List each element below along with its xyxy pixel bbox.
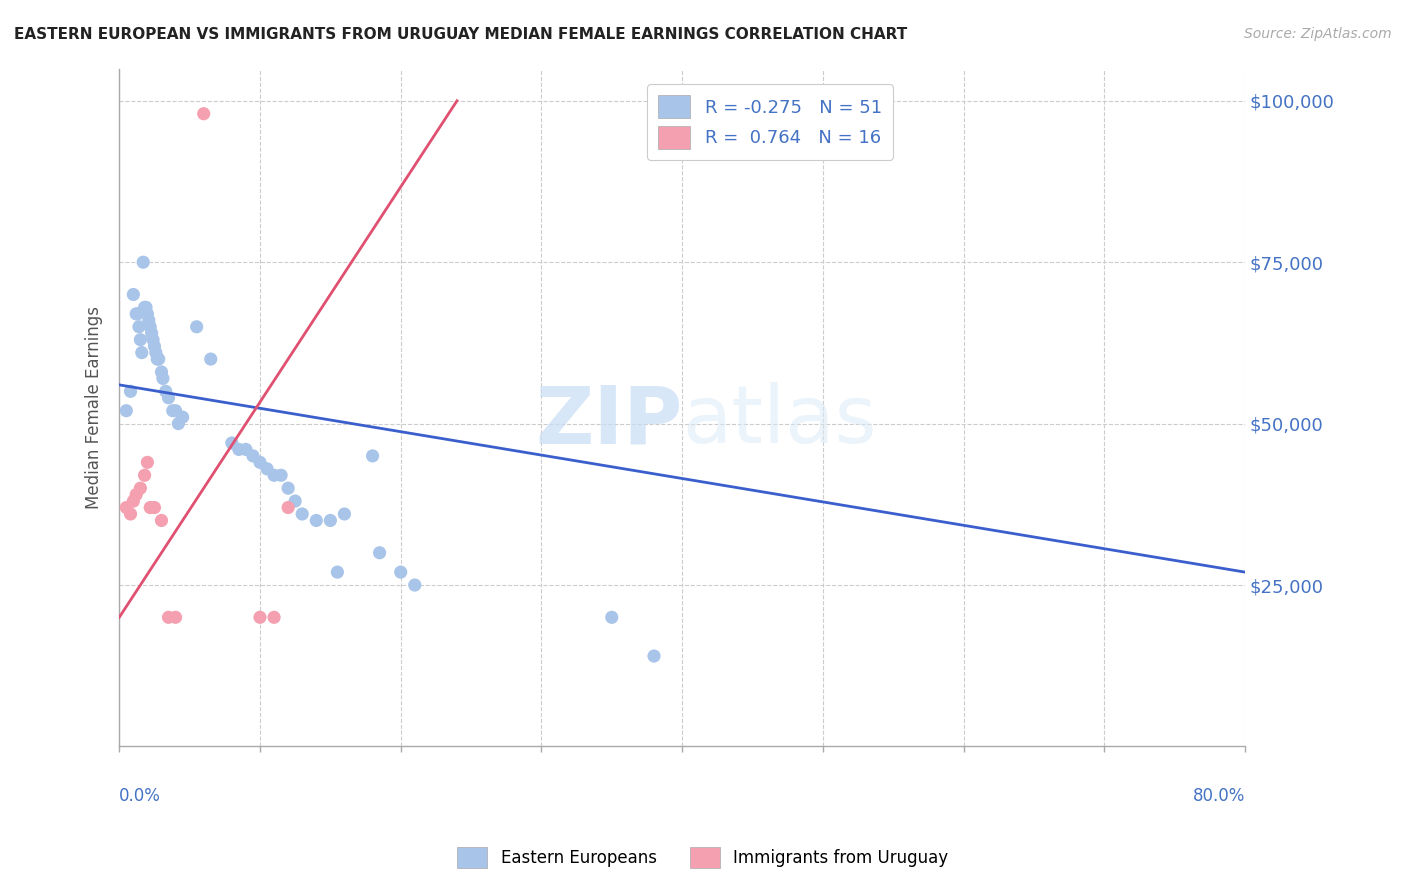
- Point: [139, 500, 162, 515]
- Point: [132, 255, 155, 269]
- Point: [136, 455, 159, 469]
- Point: [284, 494, 307, 508]
- Text: ZIP: ZIP: [534, 382, 682, 460]
- Point: [142, 333, 165, 347]
- Text: atlas: atlas: [682, 382, 876, 460]
- Point: [134, 301, 156, 315]
- Point: [134, 468, 156, 483]
- Point: [256, 462, 278, 476]
- Y-axis label: Median Female Earnings: Median Female Earnings: [86, 306, 103, 509]
- Point: [263, 610, 285, 624]
- Point: [131, 345, 153, 359]
- Point: [221, 436, 243, 450]
- Point: [128, 319, 150, 334]
- Point: [148, 352, 170, 367]
- Point: [263, 468, 285, 483]
- Point: [129, 481, 152, 495]
- Point: [135, 301, 157, 315]
- Point: [249, 455, 271, 469]
- Text: 80.0%: 80.0%: [1192, 787, 1246, 805]
- Point: [291, 507, 314, 521]
- Point: [167, 417, 190, 431]
- Point: [333, 507, 356, 521]
- Point: [186, 319, 208, 334]
- Point: [235, 442, 257, 457]
- Point: [600, 610, 623, 624]
- Point: [115, 403, 138, 417]
- Text: Source: ZipAtlas.com: Source: ZipAtlas.com: [1244, 27, 1392, 41]
- Point: [143, 339, 166, 353]
- Point: [157, 391, 180, 405]
- Point: [162, 403, 184, 417]
- Point: [361, 449, 384, 463]
- Point: [122, 287, 145, 301]
- Point: [122, 494, 145, 508]
- Point: [319, 513, 342, 527]
- Legend: R = -0.275   N = 51, R =  0.764   N = 16: R = -0.275 N = 51, R = 0.764 N = 16: [647, 85, 893, 160]
- Point: [305, 513, 328, 527]
- Point: [150, 365, 173, 379]
- Point: [277, 500, 299, 515]
- Point: [404, 578, 426, 592]
- Point: [193, 106, 215, 120]
- Point: [172, 410, 194, 425]
- Point: [165, 610, 187, 624]
- Point: [146, 352, 169, 367]
- Point: [643, 648, 665, 663]
- Point: [141, 326, 163, 341]
- Point: [120, 507, 142, 521]
- Point: [277, 481, 299, 495]
- Point: [249, 610, 271, 624]
- Point: [127, 307, 149, 321]
- Point: [115, 500, 138, 515]
- Point: [200, 352, 222, 367]
- Point: [165, 403, 187, 417]
- Point: [150, 513, 173, 527]
- Point: [242, 449, 264, 463]
- Point: [228, 442, 250, 457]
- Text: EASTERN EUROPEAN VS IMMIGRANTS FROM URUGUAY MEDIAN FEMALE EARNINGS CORRELATION C: EASTERN EUROPEAN VS IMMIGRANTS FROM URUG…: [14, 27, 907, 42]
- Point: [139, 319, 162, 334]
- Point: [368, 546, 391, 560]
- Point: [143, 500, 166, 515]
- Point: [157, 610, 180, 624]
- Point: [326, 565, 349, 579]
- Point: [129, 333, 152, 347]
- Point: [152, 371, 174, 385]
- Point: [120, 384, 142, 399]
- Point: [145, 345, 167, 359]
- Point: [389, 565, 412, 579]
- Point: [136, 307, 159, 321]
- Point: [270, 468, 292, 483]
- Point: [125, 488, 148, 502]
- Text: 0.0%: 0.0%: [120, 787, 162, 805]
- Point: [155, 384, 177, 399]
- Point: [125, 307, 148, 321]
- Legend: Eastern Europeans, Immigrants from Uruguay: Eastern Europeans, Immigrants from Urugu…: [451, 840, 955, 875]
- Point: [138, 313, 160, 327]
